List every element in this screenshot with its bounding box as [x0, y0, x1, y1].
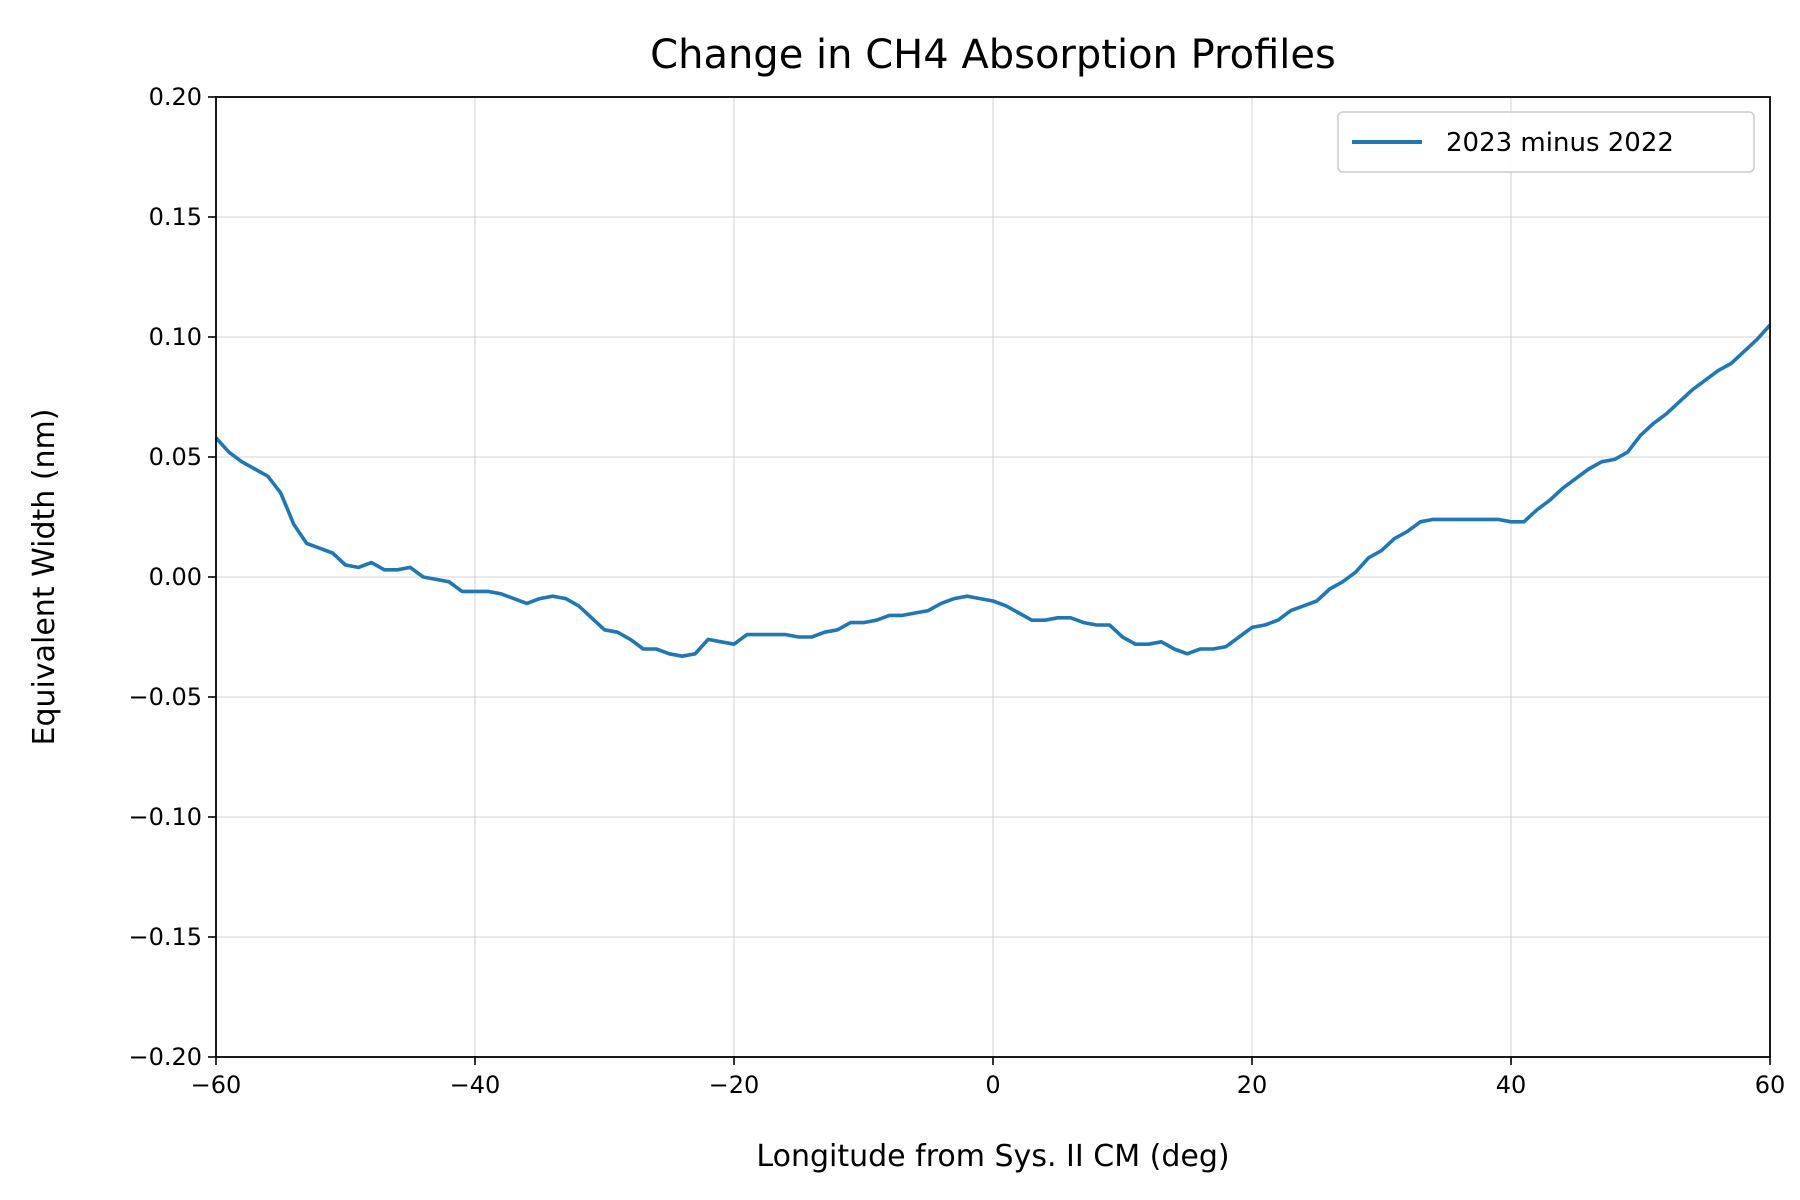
x-tick-label: 0	[985, 1071, 1000, 1099]
series-layer	[214, 323, 1772, 659]
legend: 2023 minus 2022	[1337, 111, 1755, 173]
y-tick-label: −0.20	[128, 1043, 202, 1071]
legend-label: 2023 minus 2022	[1446, 128, 1674, 158]
legend-box	[1337, 111, 1755, 173]
y-tick-label: 0.15	[149, 203, 202, 231]
y-tick-label: −0.10	[128, 803, 202, 831]
series-line	[214, 323, 1772, 659]
ticks: −60 −40 −20 0 20 40 60 −0.20 −0.15 −0.10 −0.05 0.00…	[128, 83, 1785, 1099]
x-axis-label: Longitude from Sys. II CM (deg)	[756, 1139, 1229, 1174]
x-tick-label: 60	[1755, 1071, 1786, 1099]
chart-title: Change in CH4 Absorption Profiles	[650, 32, 1336, 78]
y-tick-label: −0.15	[128, 923, 202, 951]
x-tick-label: −20	[709, 1071, 760, 1099]
y-tick-label: 0.20	[149, 83, 202, 111]
grid	[216, 97, 1770, 1057]
y-tick-label: −0.05	[128, 683, 202, 711]
x-tick-label: −60	[191, 1071, 242, 1099]
y-tick-label: 0.10	[149, 323, 202, 351]
y-axis-label: Equivalent Width (nm)	[27, 409, 62, 746]
x-tick-label: 40	[1496, 1071, 1527, 1099]
x-tick-label: −40	[450, 1071, 501, 1099]
y-tick-label: 0.00	[149, 563, 202, 591]
y-tick-label: 0.05	[149, 443, 202, 471]
x-tick-label: 20	[1237, 1071, 1268, 1099]
